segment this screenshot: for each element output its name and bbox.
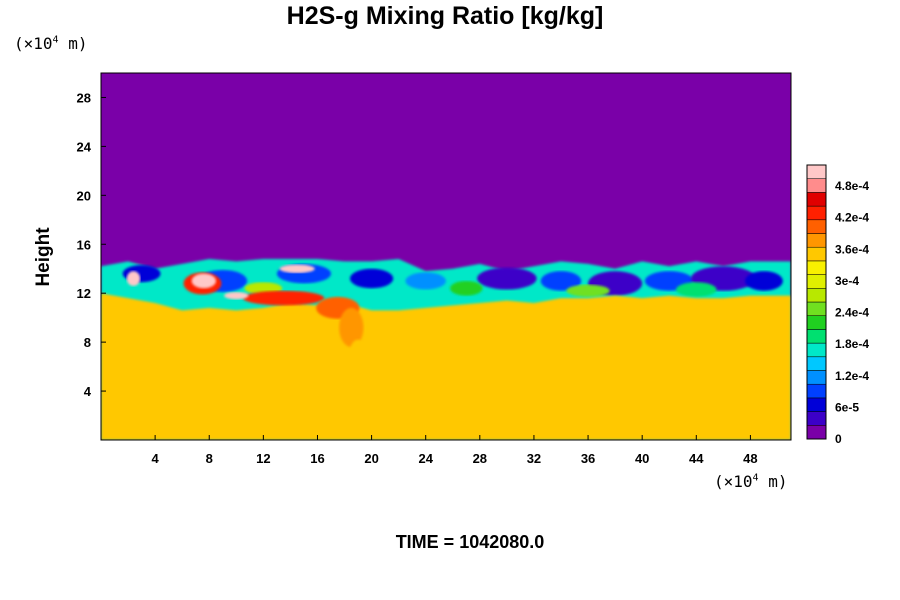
plot-area <box>101 73 791 440</box>
mixing-eddy <box>676 282 717 297</box>
y-tick-label: 28 <box>77 90 91 105</box>
y-tick-label: 4 <box>84 384 92 399</box>
colorbar-swatch <box>806 383 827 399</box>
x-tick-label: 4 <box>152 451 160 466</box>
lower-layer-region <box>101 293 791 440</box>
plume-patch <box>339 307 364 348</box>
x-axis-unit: (×104 m) <box>714 472 788 491</box>
y-tick-label: 12 <box>77 286 91 301</box>
colorbar-tick-label: 1.8e-4 <box>835 337 869 351</box>
x-tick-label: 16 <box>310 451 324 466</box>
mixing-eddy <box>477 267 537 290</box>
colorbar-swatch <box>806 233 827 248</box>
colorbar-swatch <box>806 246 827 262</box>
x-tick-label: 40 <box>635 451 649 466</box>
x-tick-label: 24 <box>418 451 433 466</box>
colorbar-swatch <box>806 370 827 385</box>
colorbar-swatch <box>806 164 827 179</box>
chart-title: H2S-g Mixing Ratio [kg/kg] <box>286 2 604 30</box>
y-axis-unit: (×104 m) <box>14 34 88 53</box>
y-tick-label: 16 <box>77 237 91 252</box>
colorbar-swatch <box>806 192 827 207</box>
plume-patch <box>279 264 315 274</box>
mixing-eddy <box>450 280 483 296</box>
colorbar-swatch <box>806 342 827 358</box>
colorbar-swatch <box>806 301 827 316</box>
colorbar-tick-label: 3e-4 <box>835 274 859 288</box>
colorbar-swatch <box>806 315 827 330</box>
colorbar-tick-label: 3.6e-4 <box>835 242 869 256</box>
y-tick-label: 8 <box>84 335 91 350</box>
x-tick-label: 8 <box>206 451 213 466</box>
x-tick-label: 28 <box>473 451 487 466</box>
colorbar-tick-label: 1.2e-4 <box>835 369 869 383</box>
colorbar-tick-label: 4.2e-4 <box>835 211 869 225</box>
plume-patch <box>126 271 141 286</box>
mixing-eddy <box>405 272 446 290</box>
x-tick-label: 12 <box>256 451 270 466</box>
colorbar-swatch <box>806 329 827 344</box>
plume-patch <box>224 291 249 300</box>
mixing-eddy <box>566 284 610 297</box>
x-tick-label: 20 <box>364 451 378 466</box>
plume-patch <box>349 339 367 365</box>
colorbar-swatch <box>806 178 827 193</box>
colorbar-swatch <box>806 219 827 234</box>
x-tick-label: 48 <box>743 451 757 466</box>
x-tick-label: 44 <box>689 451 704 466</box>
mixing-eddy <box>349 268 394 289</box>
colorbar-tick-label: 2.4e-4 <box>835 306 869 320</box>
colorbar-swatch <box>806 274 827 289</box>
colorbar-frame <box>806 164 827 440</box>
plume-patch <box>191 273 216 289</box>
mixing-eddy <box>745 271 783 291</box>
colorbar-swatch <box>806 260 827 275</box>
y-tick-label: 24 <box>77 139 92 154</box>
mixing-eddy <box>540 271 582 291</box>
colorbar: 0 6e-5 1.2e-4 1.8e-4 2.4e-4 3e-4 3.6e-4 4.2e-4 4… <box>806 164 869 446</box>
colorbar-swatch <box>806 397 827 412</box>
colorbar-tick-label: 0 <box>835 432 842 446</box>
colorbar-swatch <box>806 411 827 426</box>
time-label: TIME = 1042080.0 <box>395 532 545 552</box>
colorbar-swatch <box>806 288 827 303</box>
plot-frame <box>100 72 792 441</box>
colorbar-swatch <box>806 356 827 371</box>
colorbar-swatch <box>806 205 827 221</box>
colorbar-tick-label: 4.8e-4 <box>835 179 869 193</box>
y-tick-label: 20 <box>77 188 91 203</box>
colorbar-tick-label: 6e-5 <box>835 400 859 414</box>
plume-patch <box>243 290 325 306</box>
x-tick-label: 36 <box>581 451 595 466</box>
colorbar-swatch <box>806 425 827 440</box>
x-tick-label: 32 <box>527 451 541 466</box>
